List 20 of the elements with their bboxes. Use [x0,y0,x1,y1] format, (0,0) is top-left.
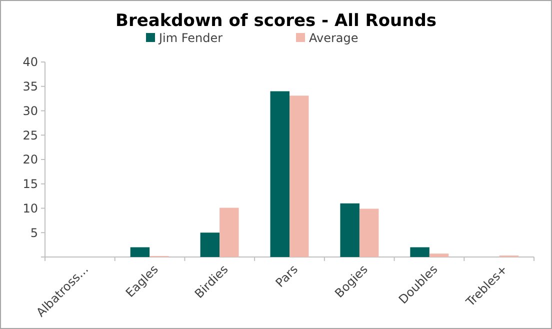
y-tick-label: 40 [22,55,38,70]
legend-label: Average [309,31,358,46]
y-tick-label: 15 [22,177,38,192]
y-tick-label: 5 [30,226,38,240]
chart-title: Breakdown of scores - All Rounds [115,11,437,31]
y-tick-label: 25 [22,128,38,142]
bar [429,254,449,257]
y-tick-label: 35 [22,80,38,94]
y-tick-label: 20 [22,152,38,167]
bar [200,232,220,257]
bar [410,247,430,257]
bar [130,247,150,257]
y-tick-label: 30 [22,104,38,118]
bar [359,208,379,257]
y-tick-label: 10 [22,201,38,216]
bar [290,96,309,257]
bar [270,91,290,257]
bar [340,203,360,257]
legend-label: Jim Fender [158,31,223,46]
bar [220,208,239,257]
